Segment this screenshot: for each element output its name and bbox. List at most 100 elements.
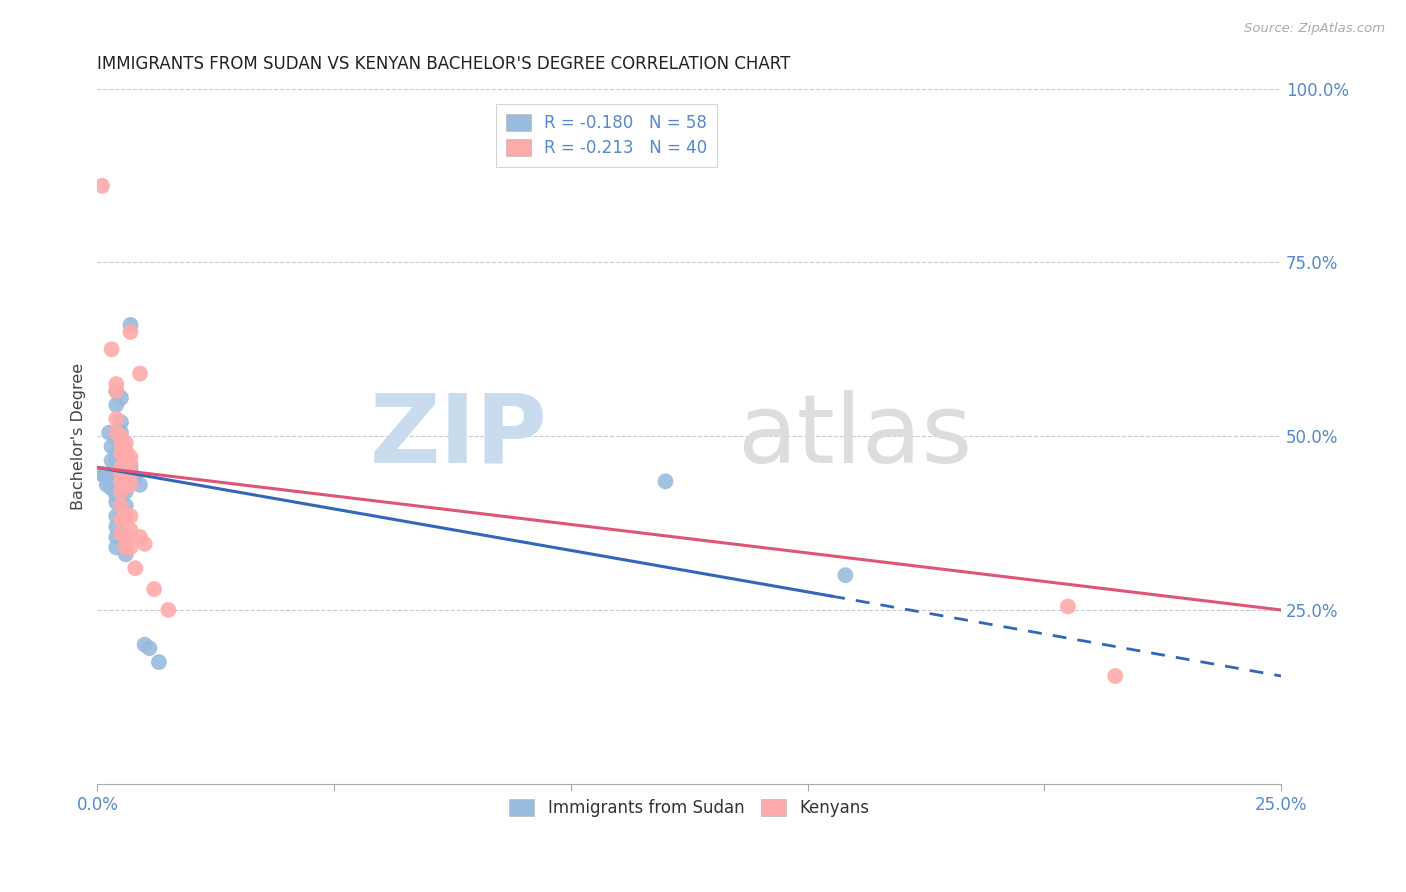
Point bbox=[105, 433, 128, 447]
Point bbox=[114, 530, 136, 544]
Text: ZIP: ZIP bbox=[370, 390, 547, 483]
Point bbox=[105, 460, 128, 475]
Point bbox=[120, 457, 142, 471]
Point bbox=[114, 478, 136, 492]
Point bbox=[93, 467, 115, 482]
Point bbox=[100, 343, 122, 357]
Point bbox=[98, 425, 121, 440]
Point bbox=[110, 491, 132, 506]
Point bbox=[100, 471, 122, 485]
Text: Source: ZipAtlas.com: Source: ZipAtlas.com bbox=[1244, 22, 1385, 36]
Point bbox=[110, 457, 132, 471]
Point bbox=[91, 467, 114, 482]
Point bbox=[114, 478, 136, 492]
Point bbox=[110, 484, 132, 499]
Y-axis label: Bachelor's Degree: Bachelor's Degree bbox=[72, 362, 86, 509]
Point bbox=[114, 450, 136, 464]
Point bbox=[100, 440, 122, 454]
Point bbox=[134, 537, 156, 551]
Point bbox=[138, 641, 160, 656]
Point bbox=[91, 178, 114, 193]
Point bbox=[105, 475, 128, 489]
Point bbox=[120, 467, 142, 482]
Point bbox=[1057, 599, 1080, 614]
Point bbox=[110, 429, 132, 443]
Point bbox=[110, 415, 132, 429]
Point bbox=[110, 509, 132, 524]
Point bbox=[105, 446, 128, 460]
Point bbox=[110, 446, 132, 460]
Point bbox=[114, 547, 136, 561]
Point bbox=[105, 467, 128, 482]
Legend: Immigrants from Sudan, Kenyans: Immigrants from Sudan, Kenyans bbox=[502, 793, 876, 824]
Point bbox=[100, 467, 122, 482]
Point bbox=[105, 453, 128, 467]
Point bbox=[105, 475, 128, 489]
Point bbox=[105, 530, 128, 544]
Point bbox=[110, 467, 132, 482]
Point bbox=[100, 453, 122, 467]
Point bbox=[110, 460, 132, 475]
Point bbox=[96, 471, 118, 485]
Point bbox=[110, 526, 132, 541]
Point bbox=[114, 541, 136, 555]
Point bbox=[120, 460, 142, 475]
Point bbox=[120, 509, 142, 524]
Point bbox=[110, 475, 132, 489]
Point bbox=[120, 523, 142, 537]
Point bbox=[120, 325, 142, 339]
Point bbox=[105, 411, 128, 425]
Point bbox=[120, 478, 142, 492]
Point bbox=[114, 467, 136, 482]
Point bbox=[105, 467, 128, 482]
Point bbox=[114, 509, 136, 524]
Point bbox=[120, 318, 142, 332]
Point bbox=[96, 478, 118, 492]
Point bbox=[654, 475, 676, 489]
Point bbox=[114, 436, 136, 450]
Point bbox=[105, 495, 128, 509]
Point bbox=[110, 391, 132, 405]
Point bbox=[114, 467, 136, 482]
Point bbox=[114, 499, 136, 513]
Point bbox=[105, 425, 128, 440]
Point bbox=[105, 481, 128, 495]
Point bbox=[148, 655, 170, 669]
Text: atlas: atlas bbox=[737, 390, 973, 483]
Point bbox=[114, 443, 136, 458]
Point bbox=[134, 638, 156, 652]
Point bbox=[129, 367, 152, 381]
Point bbox=[114, 530, 136, 544]
Point bbox=[100, 481, 122, 495]
Point bbox=[129, 530, 152, 544]
Point bbox=[124, 561, 146, 575]
Point bbox=[110, 499, 132, 513]
Point bbox=[110, 425, 132, 440]
Point bbox=[143, 582, 166, 596]
Point bbox=[120, 467, 142, 482]
Point bbox=[110, 436, 132, 450]
Point bbox=[114, 450, 136, 464]
Point bbox=[105, 541, 128, 555]
Point bbox=[1104, 669, 1126, 683]
Point bbox=[834, 568, 856, 582]
Point bbox=[105, 519, 128, 533]
Point bbox=[124, 471, 146, 485]
Point bbox=[110, 484, 132, 499]
Point bbox=[105, 384, 128, 398]
Point bbox=[114, 484, 136, 499]
Point bbox=[114, 509, 136, 524]
Point bbox=[120, 541, 142, 555]
Point bbox=[105, 384, 128, 398]
Point bbox=[110, 512, 132, 526]
Point bbox=[157, 603, 180, 617]
Point bbox=[105, 425, 128, 440]
Point bbox=[105, 488, 128, 502]
Point bbox=[110, 526, 132, 541]
Point bbox=[105, 398, 128, 412]
Point bbox=[129, 478, 152, 492]
Point bbox=[110, 499, 132, 513]
Point bbox=[105, 509, 128, 524]
Text: IMMIGRANTS FROM SUDAN VS KENYAN BACHELOR'S DEGREE CORRELATION CHART: IMMIGRANTS FROM SUDAN VS KENYAN BACHELOR… bbox=[97, 55, 790, 73]
Point bbox=[120, 450, 142, 464]
